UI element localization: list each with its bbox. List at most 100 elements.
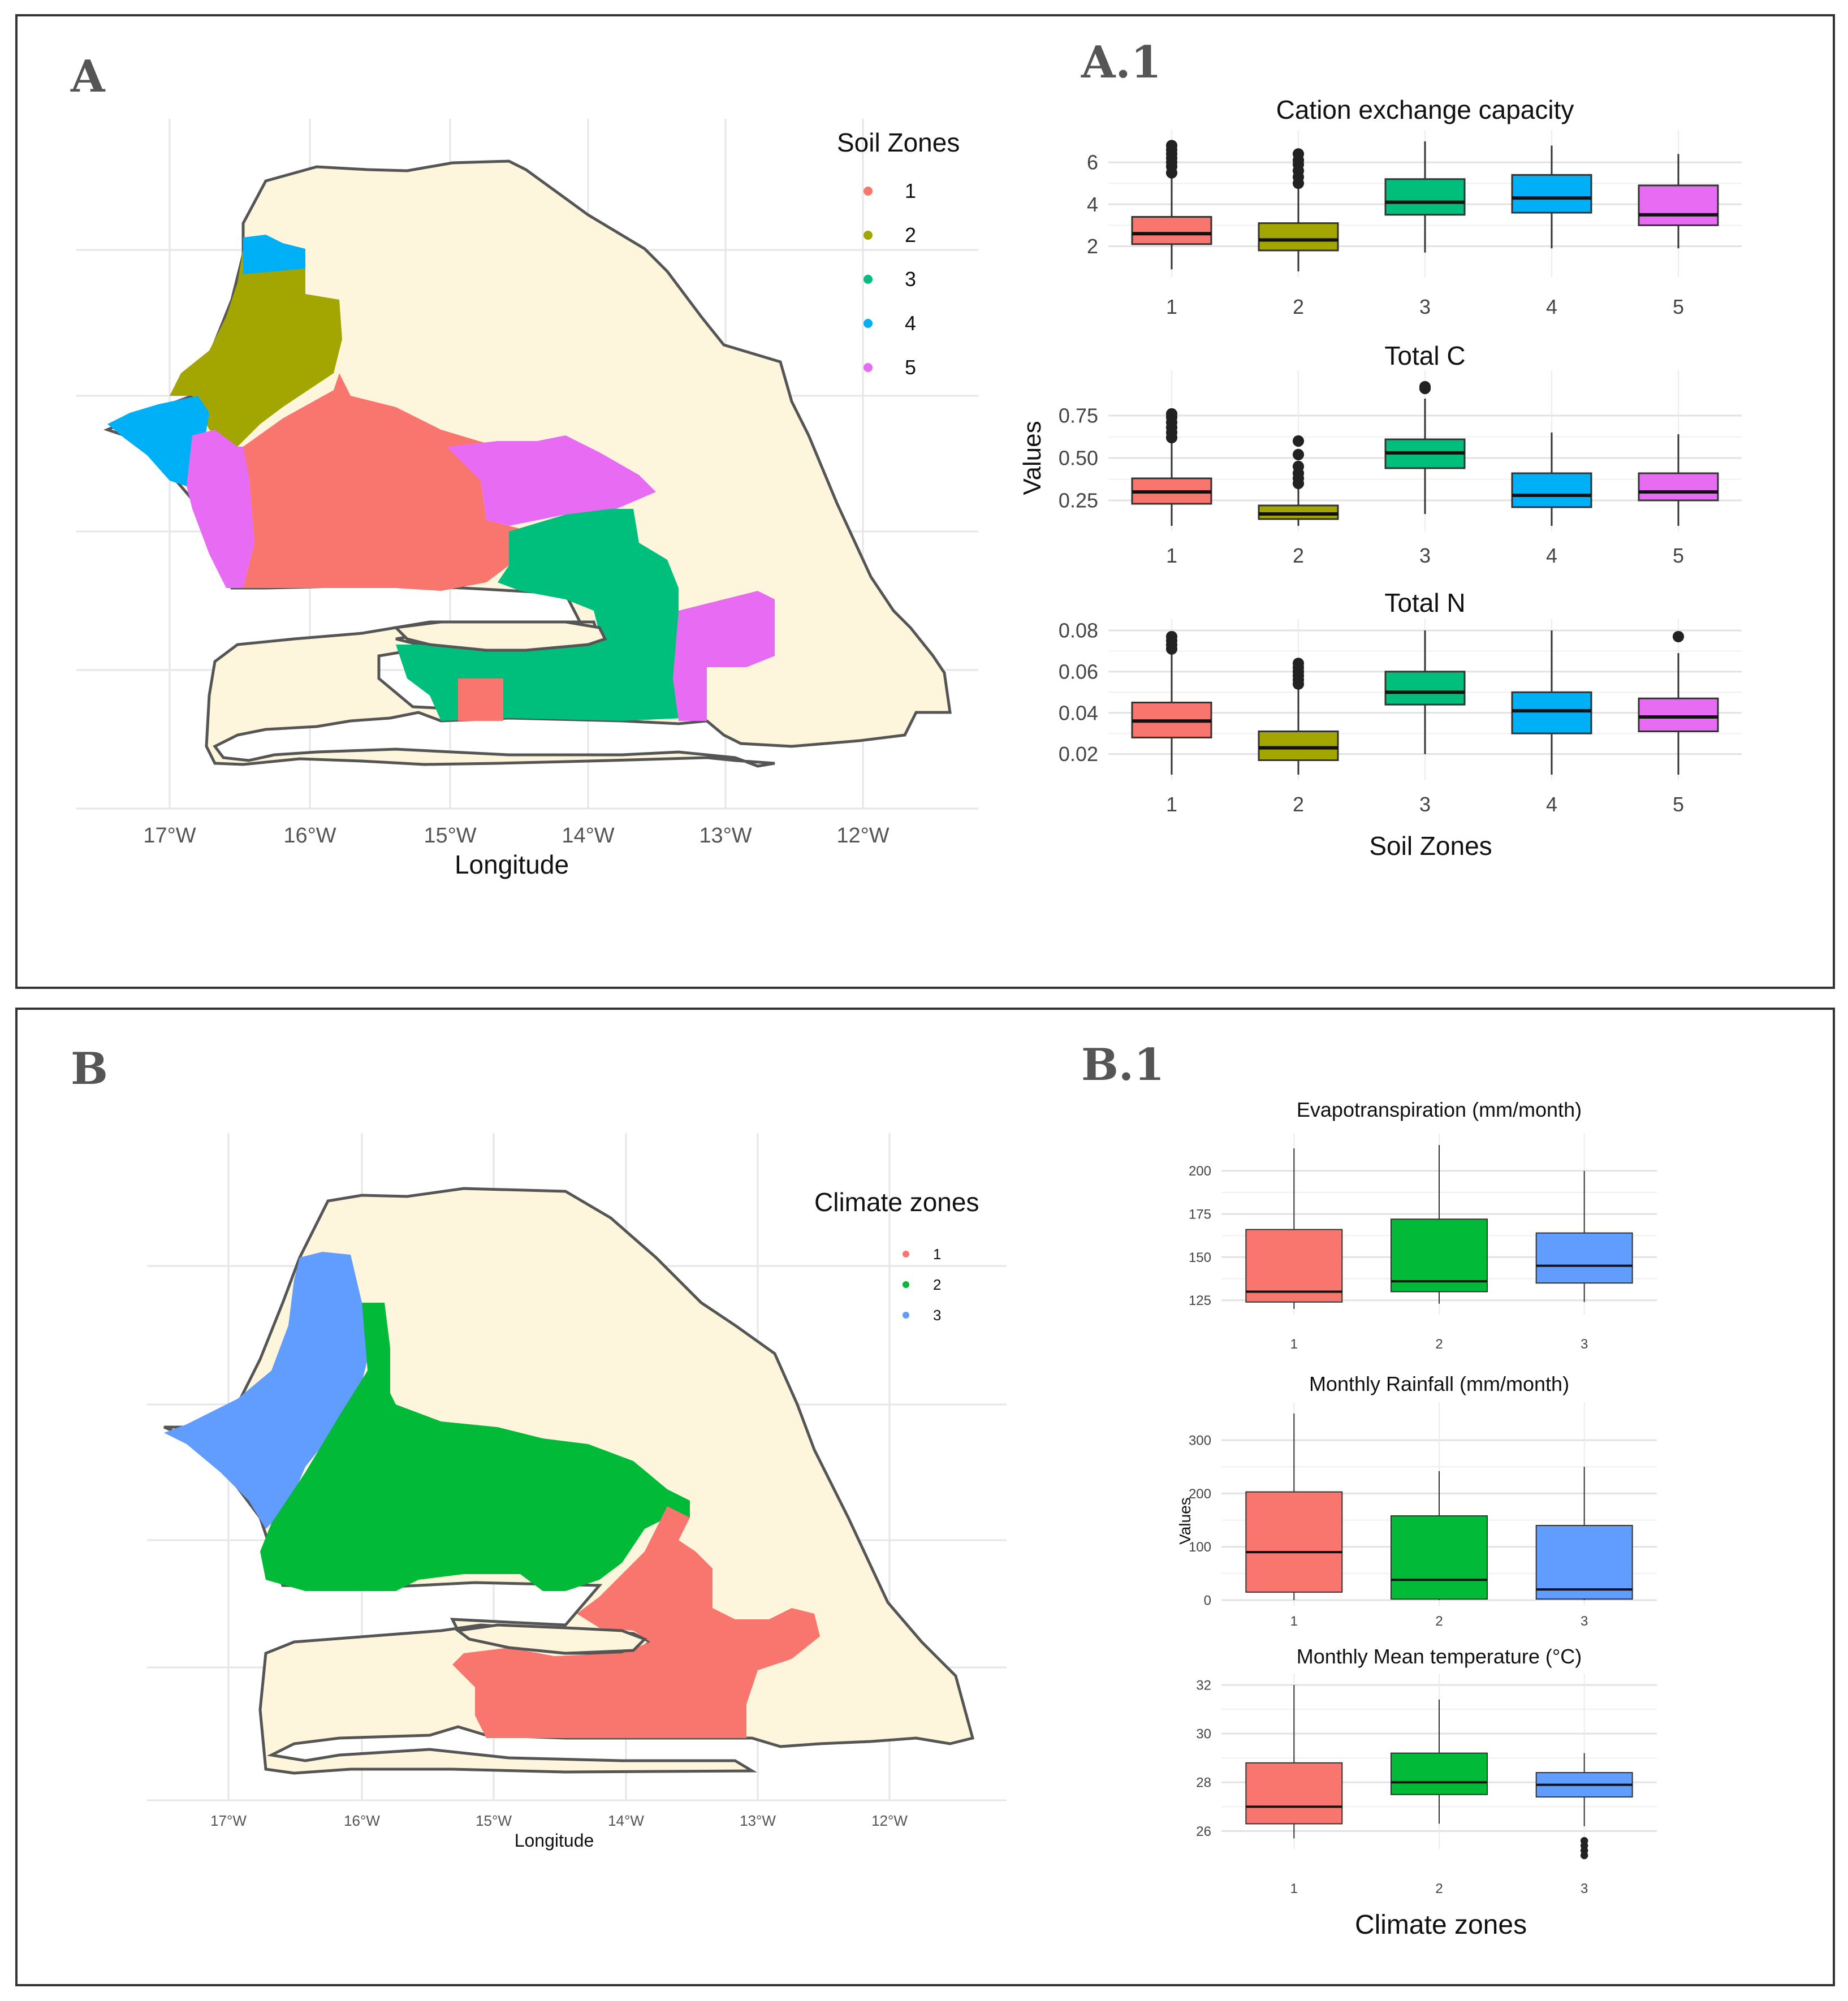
y-tick-label: 200	[1189, 1486, 1211, 1502]
x-tick-label: 5	[1673, 295, 1684, 318]
box-zone-4	[1511, 691, 1592, 734]
x-tick-label: 5	[1673, 793, 1684, 816]
outlier-point	[1672, 630, 1685, 643]
box-zone-5	[1638, 184, 1719, 226]
box-zone-1	[1245, 1229, 1343, 1303]
legend-label-climate-1: 1	[933, 1246, 941, 1263]
legend-label-zone-2: 2	[905, 223, 916, 247]
box-zone-3	[1535, 1525, 1633, 1600]
map-b-legend: 1 2 3	[903, 1246, 941, 1324]
x-tick-label: 2	[1435, 1337, 1443, 1352]
legend-dot-zone-1	[863, 187, 873, 196]
y-tick-label: 100	[1189, 1540, 1211, 1555]
box-zone-2	[1258, 731, 1339, 761]
y-tick-label: 6	[1087, 151, 1098, 174]
box-zone-4	[1511, 472, 1592, 508]
x-tick-label: 3	[1419, 544, 1431, 567]
map-b-tick-16w: 16°W	[344, 1812, 380, 1829]
x-tick-label: 3	[1581, 1881, 1588, 1896]
soil-zone-5-east	[673, 591, 775, 721]
box-zone-1	[1245, 1762, 1343, 1825]
box-zone-2	[1391, 1218, 1488, 1293]
chart-title: Monthly Mean temperature (°C)	[1297, 1645, 1582, 1668]
map-b-x-ticks: 17°W 16°W 15°W 14°W 13°W 12°W	[210, 1812, 908, 1829]
x-tick-label: 5	[1673, 544, 1684, 567]
outlier-point	[1292, 460, 1305, 473]
x-tick-label: 1	[1166, 295, 1177, 318]
soil-zone-4-cape	[107, 396, 209, 486]
outlier-point	[1292, 448, 1305, 461]
y-tick-label: 150	[1189, 1250, 1211, 1265]
outlier-point	[1292, 435, 1305, 447]
climate-zone-1-region	[452, 1506, 820, 1738]
b1-ylabel: Values	[1176, 1497, 1194, 1545]
chart-title: Total C	[1384, 341, 1465, 370]
x-tick-label: 3	[1581, 1614, 1588, 1629]
outlier-point	[1292, 148, 1305, 160]
y-tick-label: 0.08	[1059, 619, 1098, 642]
outlier-point	[1165, 408, 1178, 420]
x-tick-label: 1	[1166, 544, 1177, 567]
box-zone-2	[1391, 1515, 1488, 1600]
map-b-tick-17w: 17°W	[210, 1812, 247, 1829]
y-tick-label: 30	[1196, 1727, 1211, 1742]
x-tick-label: 2	[1435, 1881, 1443, 1896]
map-b-xlabel: Longitude	[515, 1830, 594, 1851]
box-zone-1	[1131, 216, 1212, 245]
y-tick-label: 0.04	[1059, 701, 1098, 724]
y-tick-label: 0.75	[1059, 404, 1098, 427]
map-a-tick-17w: 17°W	[143, 824, 196, 848]
legend-label-zone-1: 1	[905, 179, 916, 202]
box-zone-3	[1384, 671, 1466, 706]
soil-zone-1-region	[243, 373, 532, 591]
y-tick-label: 0.25	[1059, 489, 1098, 512]
y-tick-label: 26	[1196, 1824, 1211, 1839]
box-zone-4	[1511, 174, 1592, 214]
legend-label-zone-4: 4	[905, 312, 916, 335]
y-tick-label: 0.02	[1059, 742, 1098, 766]
y-tick-label: 300	[1189, 1433, 1211, 1449]
y-tick-label: 28	[1196, 1775, 1211, 1791]
soil-zone-2-region	[170, 249, 342, 447]
legend-label-zone-3: 3	[905, 267, 916, 291]
outlier-point	[1419, 381, 1431, 393]
outlier-point	[1165, 140, 1178, 152]
box-zone-3	[1535, 1232, 1633, 1284]
soil-zone-1-south	[458, 678, 503, 721]
x-tick-label: 2	[1293, 295, 1304, 318]
map-a-xlabel: Longitude	[455, 850, 569, 879]
panel-a1-letter: A.1	[1081, 37, 1162, 88]
y-tick-label: 0.50	[1059, 447, 1098, 470]
soil-zone-5-center	[447, 435, 656, 526]
y-tick-label: 0.06	[1059, 660, 1098, 683]
map-b-tick-12w: 12°W	[871, 1812, 908, 1829]
map-a-tick-15w: 15°W	[424, 824, 476, 848]
x-tick-label: 3	[1581, 1337, 1588, 1352]
soil-zone-5-west	[187, 430, 266, 588]
y-tick-label: 32	[1196, 1678, 1211, 1693]
y-tick-label: 2	[1087, 235, 1098, 258]
outlier-point	[1165, 630, 1178, 643]
legend-label-zone-5: 5	[905, 356, 916, 379]
x-tick-label: 1	[1290, 1881, 1298, 1896]
y-tick-label: 200	[1189, 1164, 1211, 1179]
map-a-legend-title: Soil Zones	[837, 128, 960, 157]
y-tick-label: 4	[1087, 193, 1098, 216]
map-a-tick-12w: 12°W	[836, 824, 889, 848]
legend-dot-zone-5	[863, 363, 873, 372]
chart-title: Cation exchange capacity	[1276, 95, 1574, 124]
x-tick-label: 2	[1435, 1614, 1443, 1629]
box-zone-5	[1638, 472, 1719, 502]
legend-dot-zone-3	[863, 275, 873, 284]
legend-dot-climate-3	[903, 1312, 909, 1319]
chart-title: Evapotranspiration (mm/month)	[1297, 1098, 1582, 1121]
legend-dot-climate-2	[903, 1281, 909, 1288]
panel-a-letter: A	[71, 51, 105, 102]
soil-zones-map: 17°W 16°W 15°W 14°W 13°W 12°W Longitude …	[76, 119, 978, 879]
outlier-point	[1580, 1836, 1588, 1845]
chart-title: Total N	[1384, 588, 1465, 617]
x-tick-label: 3	[1419, 793, 1431, 816]
x-tick-label: 1	[1166, 793, 1177, 816]
